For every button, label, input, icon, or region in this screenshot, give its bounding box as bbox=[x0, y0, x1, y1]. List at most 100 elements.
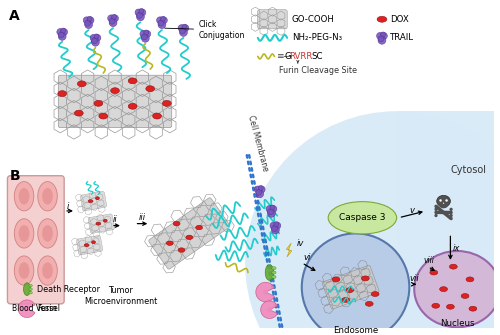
Text: A: A bbox=[10, 8, 20, 22]
Text: B: B bbox=[10, 169, 20, 183]
Circle shape bbox=[139, 8, 144, 13]
Circle shape bbox=[108, 15, 114, 22]
FancyBboxPatch shape bbox=[148, 198, 230, 269]
Circle shape bbox=[94, 35, 101, 41]
Circle shape bbox=[142, 34, 148, 40]
Circle shape bbox=[272, 225, 278, 231]
Circle shape bbox=[268, 209, 276, 217]
Ellipse shape bbox=[178, 248, 185, 252]
Ellipse shape bbox=[38, 256, 58, 285]
Ellipse shape bbox=[84, 244, 89, 247]
Ellipse shape bbox=[96, 197, 100, 200]
Circle shape bbox=[92, 38, 98, 44]
Ellipse shape bbox=[461, 293, 469, 298]
Wedge shape bbox=[260, 301, 278, 319]
FancyBboxPatch shape bbox=[322, 265, 379, 309]
Ellipse shape bbox=[110, 88, 120, 93]
Ellipse shape bbox=[58, 91, 66, 96]
Ellipse shape bbox=[450, 264, 457, 269]
Text: i: i bbox=[67, 202, 70, 210]
Circle shape bbox=[57, 28, 64, 36]
Ellipse shape bbox=[18, 188, 30, 205]
Ellipse shape bbox=[29, 288, 32, 290]
Ellipse shape bbox=[272, 275, 276, 278]
Ellipse shape bbox=[38, 219, 58, 248]
Polygon shape bbox=[286, 243, 292, 257]
Ellipse shape bbox=[432, 303, 440, 308]
Circle shape bbox=[274, 222, 281, 229]
Circle shape bbox=[274, 222, 279, 226]
Circle shape bbox=[270, 205, 275, 210]
Circle shape bbox=[376, 32, 384, 39]
Ellipse shape bbox=[196, 225, 202, 230]
Circle shape bbox=[135, 9, 142, 16]
Text: NH₂-PEG-N₃: NH₂-PEG-N₃ bbox=[292, 34, 342, 42]
Ellipse shape bbox=[92, 241, 96, 244]
Circle shape bbox=[109, 19, 117, 26]
Ellipse shape bbox=[74, 110, 83, 116]
FancyBboxPatch shape bbox=[88, 214, 115, 233]
Ellipse shape bbox=[265, 265, 274, 280]
Circle shape bbox=[84, 20, 90, 26]
Circle shape bbox=[83, 17, 90, 24]
Wedge shape bbox=[18, 300, 35, 318]
FancyBboxPatch shape bbox=[8, 176, 64, 304]
Circle shape bbox=[270, 206, 277, 212]
Circle shape bbox=[60, 28, 66, 33]
Ellipse shape bbox=[414, 251, 500, 327]
Circle shape bbox=[60, 28, 68, 36]
Text: Death Receptor: Death Receptor bbox=[37, 285, 100, 294]
Circle shape bbox=[90, 35, 97, 41]
Ellipse shape bbox=[446, 304, 454, 309]
Ellipse shape bbox=[272, 271, 276, 274]
Circle shape bbox=[158, 21, 166, 28]
Circle shape bbox=[266, 206, 273, 212]
Circle shape bbox=[84, 21, 92, 28]
Text: Endosome: Endosome bbox=[333, 326, 378, 335]
Circle shape bbox=[380, 32, 388, 39]
Circle shape bbox=[256, 190, 264, 198]
Ellipse shape bbox=[24, 283, 30, 295]
Text: Caspase 3: Caspase 3 bbox=[339, 213, 386, 222]
Circle shape bbox=[180, 28, 186, 34]
Circle shape bbox=[160, 16, 166, 21]
Text: viii: viii bbox=[424, 256, 434, 265]
Circle shape bbox=[182, 25, 189, 31]
Text: SC: SC bbox=[312, 52, 323, 61]
Text: Cytosol: Cytosol bbox=[450, 165, 486, 175]
Ellipse shape bbox=[371, 291, 379, 296]
Circle shape bbox=[87, 17, 94, 24]
Circle shape bbox=[136, 12, 142, 18]
Circle shape bbox=[258, 186, 265, 193]
Ellipse shape bbox=[436, 195, 450, 207]
Circle shape bbox=[94, 34, 99, 39]
Circle shape bbox=[180, 28, 188, 37]
Ellipse shape bbox=[18, 262, 30, 279]
Text: v: v bbox=[410, 206, 415, 215]
Text: vi: vi bbox=[303, 253, 310, 262]
Circle shape bbox=[450, 214, 452, 217]
Ellipse shape bbox=[446, 199, 448, 202]
Text: Nucleus: Nucleus bbox=[440, 319, 474, 328]
Ellipse shape bbox=[272, 267, 276, 270]
Text: Furin Cleavage Site: Furin Cleavage Site bbox=[280, 66, 357, 75]
Ellipse shape bbox=[362, 276, 369, 281]
FancyBboxPatch shape bbox=[80, 191, 106, 211]
Ellipse shape bbox=[99, 113, 108, 119]
Circle shape bbox=[434, 214, 438, 217]
Text: Click
Conjugation: Click Conjugation bbox=[164, 20, 246, 40]
Ellipse shape bbox=[14, 256, 34, 285]
Ellipse shape bbox=[439, 202, 448, 208]
Text: Tumor
Microenvironment: Tumor Microenvironment bbox=[84, 286, 158, 306]
Circle shape bbox=[380, 32, 386, 37]
Circle shape bbox=[268, 308, 272, 312]
Text: GO-COOH: GO-COOH bbox=[292, 15, 335, 24]
Circle shape bbox=[139, 9, 146, 16]
Ellipse shape bbox=[29, 284, 32, 287]
Circle shape bbox=[112, 15, 118, 22]
Circle shape bbox=[112, 14, 116, 19]
Ellipse shape bbox=[42, 225, 53, 242]
Circle shape bbox=[302, 233, 410, 335]
Ellipse shape bbox=[14, 219, 34, 248]
Circle shape bbox=[142, 35, 149, 42]
